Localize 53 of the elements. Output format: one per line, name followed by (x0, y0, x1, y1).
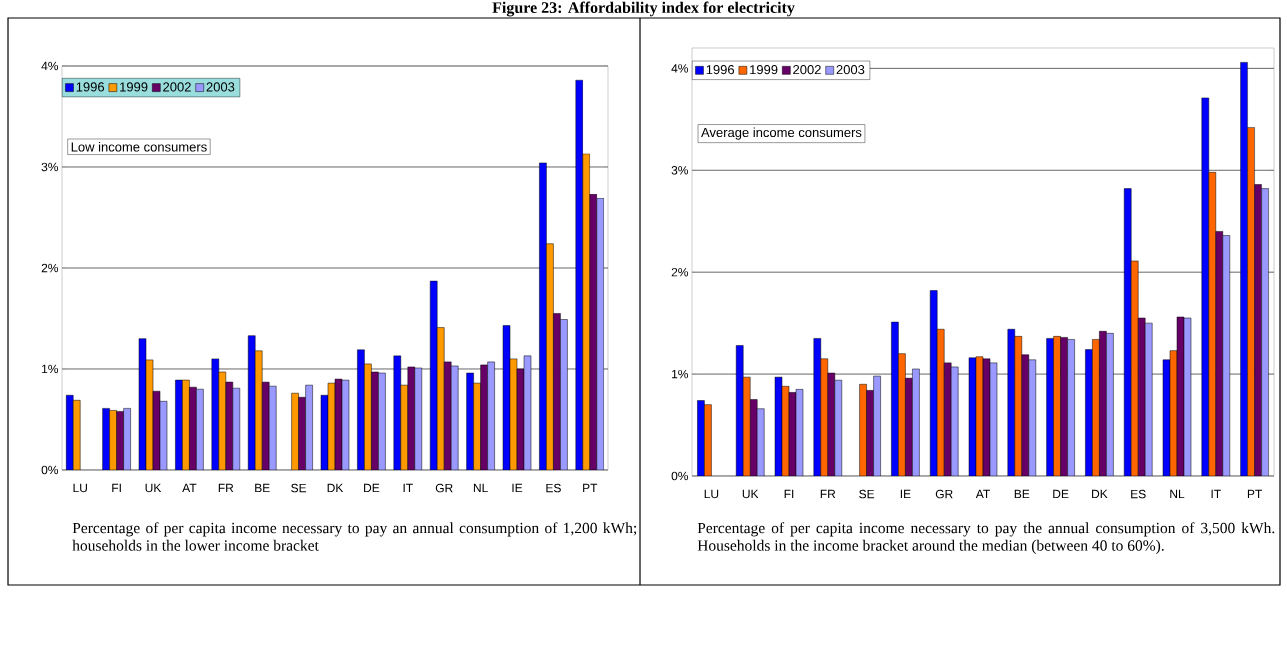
x-tick-label: LU (704, 489, 719, 499)
y-tick-label: 3% (671, 166, 689, 175)
y-tick-label: 0% (41, 465, 59, 475)
legend-label: 2003 (206, 82, 235, 92)
legend-label: 1999 (750, 65, 778, 75)
y-tick-label: 1% (42, 364, 59, 374)
legend-label: 2003 (836, 65, 865, 75)
legend-label: 1996 (76, 82, 105, 92)
annotation: Average income consumers (701, 127, 862, 140)
x-tick-label: FI (784, 489, 794, 499)
x-tick-label: ES (546, 483, 561, 493)
x-tick-label: DK (1092, 489, 1108, 499)
x-tick-label: DE (1053, 489, 1069, 499)
x-tick-label: SE (859, 489, 875, 499)
x-tick-label: PT (583, 483, 598, 493)
text: Percentage of per capita income necessary to pay an annual consumption of 1,200 kWh; households in the lower income bracket (72, 522, 637, 551)
legend-label: 1999 (120, 82, 148, 92)
x-tick-label: NL (473, 483, 488, 493)
x-tick-label: FR (820, 489, 836, 499)
x-tick-label: NL (1170, 489, 1185, 499)
x-tick-label: IE (512, 483, 523, 493)
x-tick-label: UK (742, 489, 759, 499)
x-tick-label: PT (1247, 489, 1262, 499)
y-tick-label: 2% (41, 263, 59, 273)
x-tick-label: BE (1014, 489, 1030, 499)
x-tick-label: UK (145, 483, 162, 493)
x-tick-label: DK (327, 483, 344, 493)
legend-label: 2002 (163, 82, 191, 92)
y-tick-label: 4% (671, 64, 689, 73)
x-tick-label: FR (218, 483, 234, 493)
x-tick-label: FI (112, 483, 121, 493)
y-tick-label: 0% (671, 471, 689, 481)
x-tick-label: AT (182, 483, 197, 493)
text: Figure 23: Affordability index for electricity (492, 1, 795, 17)
x-tick-label: BE (255, 483, 270, 493)
text: Percentage of per capita income necessary to pay the annual consumption of 3,500 kWh. Households in the income bracket around the median (between 40 to 60%). (697, 522, 1275, 554)
x-tick-label: IE (900, 489, 911, 499)
x-tick-label: IT (403, 483, 413, 493)
y-tick-label: 1% (672, 369, 689, 379)
y-tick-label: 3% (41, 162, 59, 172)
x-tick-label: LU (73, 483, 87, 493)
x-tick-label: SE (291, 483, 307, 493)
annotation: Low income consumers (71, 142, 207, 152)
x-tick-label: IT (1211, 489, 1221, 499)
x-tick-label: GR (435, 483, 453, 493)
x-tick-label: AT (975, 489, 990, 499)
x-tick-label: GR (935, 489, 953, 499)
legend-label: 2002 (793, 65, 821, 75)
y-tick-label: 4% (41, 61, 59, 71)
x-tick-label: ES (1131, 489, 1146, 499)
legend-label: 1996 (706, 65, 735, 75)
y-tick-label: 2% (671, 267, 689, 277)
x-tick-label: DE (364, 483, 380, 493)
